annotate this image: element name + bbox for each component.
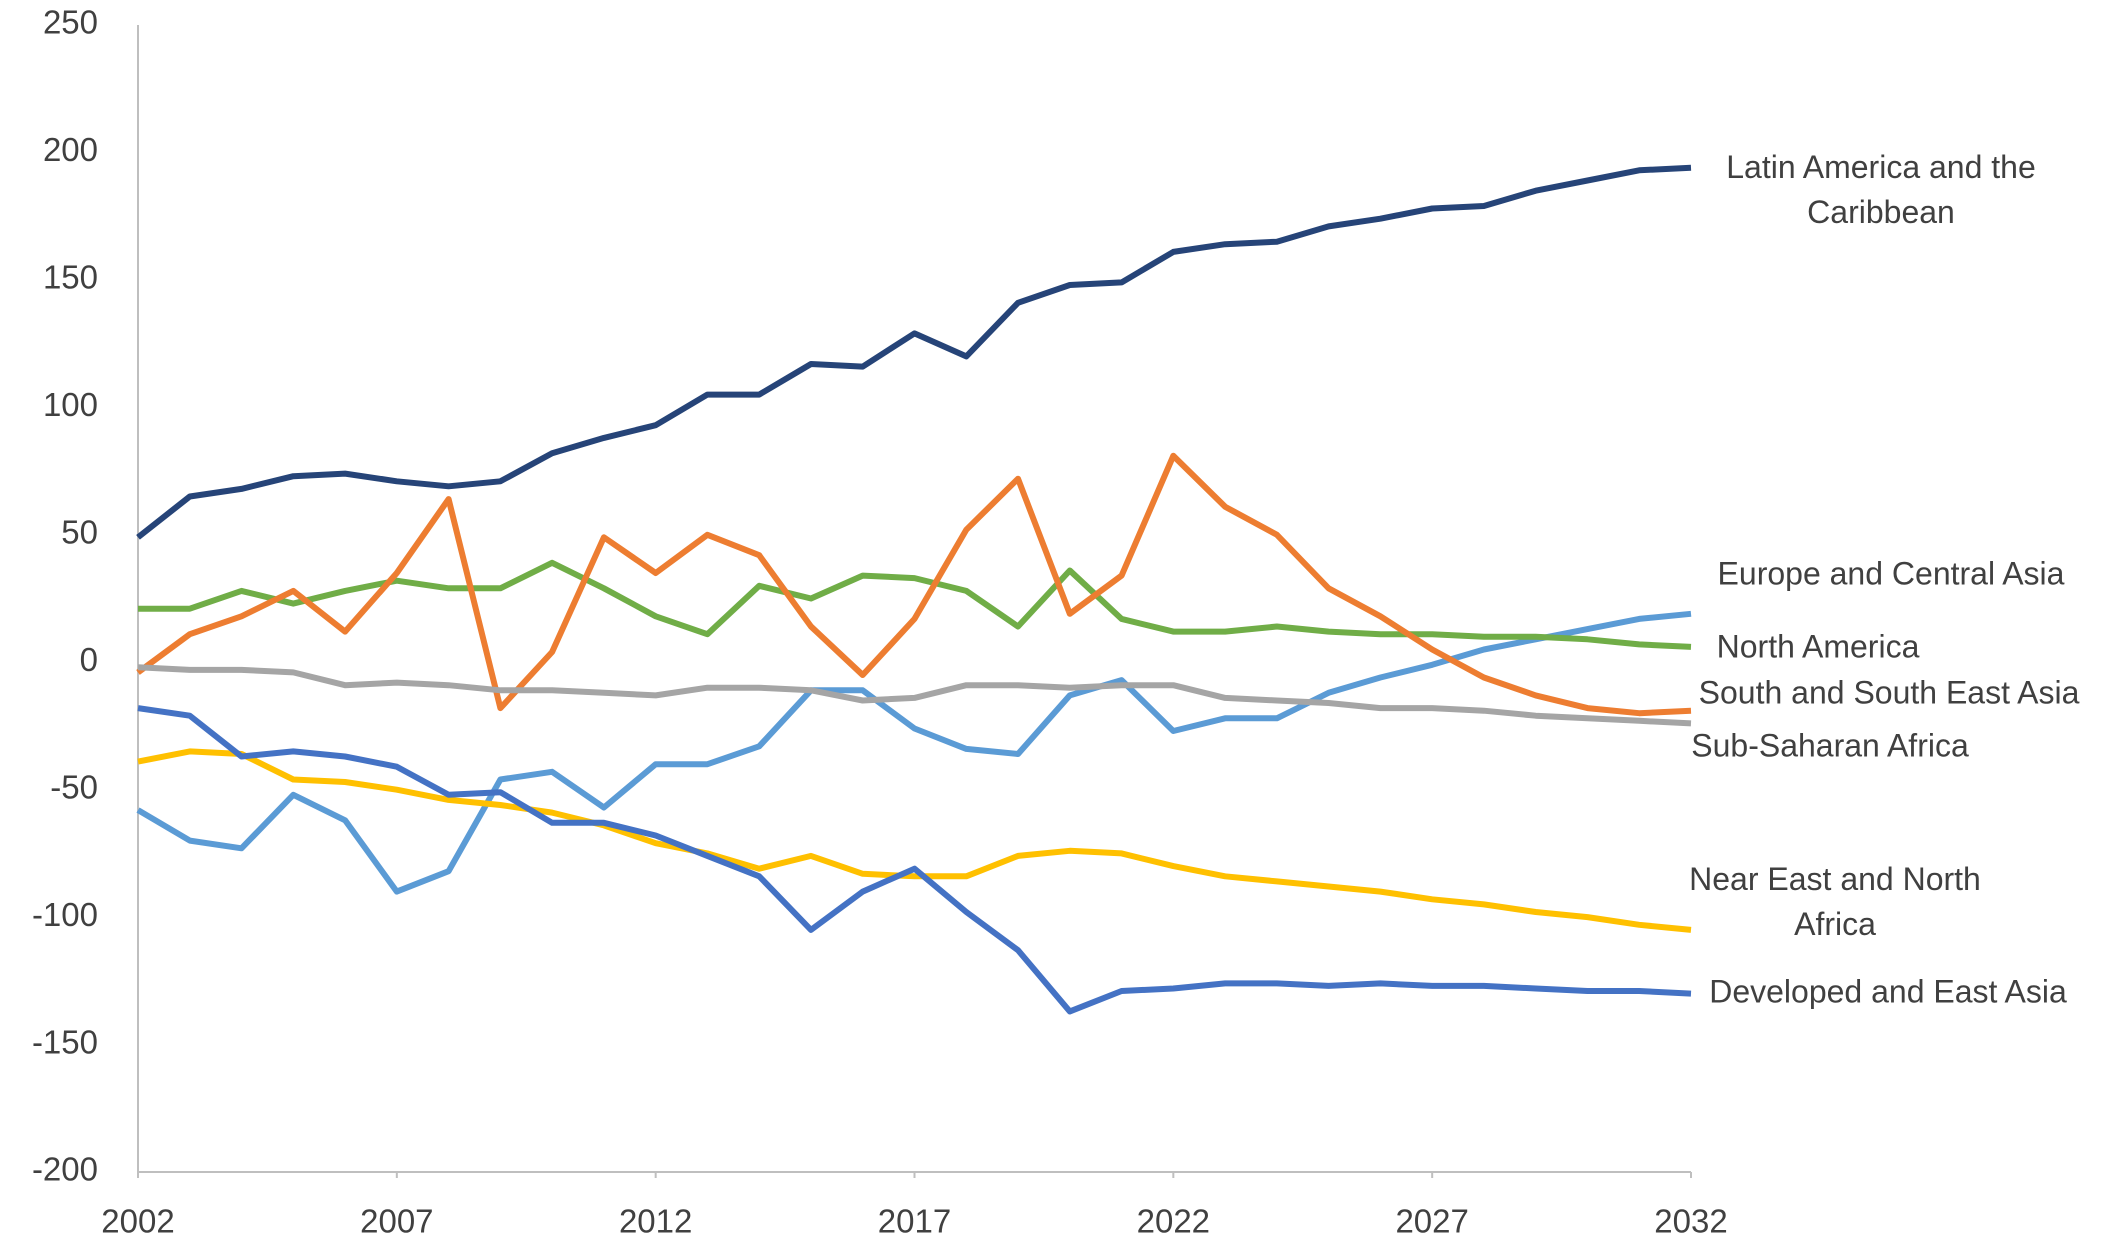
y-tick-label: -50 <box>50 768 98 805</box>
series-label: Europe and Central Asia <box>1717 555 2065 592</box>
series-line <box>137 705 1692 1015</box>
series-label: Near East and North Africa <box>1689 861 1981 942</box>
x-tick-label: 2032 <box>1654 1203 1727 1240</box>
series-line <box>137 748 1692 933</box>
series-label: Developed and East Asia <box>1709 973 2067 1010</box>
y-tick-label: 50 <box>61 513 98 550</box>
series-label: Latin America and the Caribbean <box>1726 149 2036 230</box>
series-line <box>136 164 1692 540</box>
x-tick-label: 2012 <box>619 1203 692 1240</box>
y-tick-label: 150 <box>43 259 98 296</box>
x-tick-label: 2017 <box>878 1203 951 1240</box>
y-tick-label: -150 <box>32 1023 98 1060</box>
series-label: North America <box>1716 628 1920 665</box>
series-line <box>136 610 1692 895</box>
series-line <box>136 452 1692 717</box>
x-tick-label: 2027 <box>1395 1203 1468 1240</box>
y-tick-label: -100 <box>32 896 98 933</box>
y-tick-label: -200 <box>32 1151 98 1188</box>
y-tick-label: 250 <box>43 4 98 41</box>
series-line <box>138 559 1692 650</box>
x-tick-label: 2002 <box>101 1203 174 1240</box>
y-tick-label: 100 <box>43 386 98 423</box>
x-tick-label: 2007 <box>360 1203 433 1240</box>
y-tick-label: 0 <box>80 641 98 678</box>
x-tick-label: 2022 <box>1137 1203 1210 1240</box>
series-label: South and South East Asia <box>1698 674 2080 711</box>
y-tick-label: 200 <box>43 131 98 168</box>
series-line <box>137 664 1692 727</box>
series-label: Sub-Saharan Africa <box>1691 727 1969 764</box>
